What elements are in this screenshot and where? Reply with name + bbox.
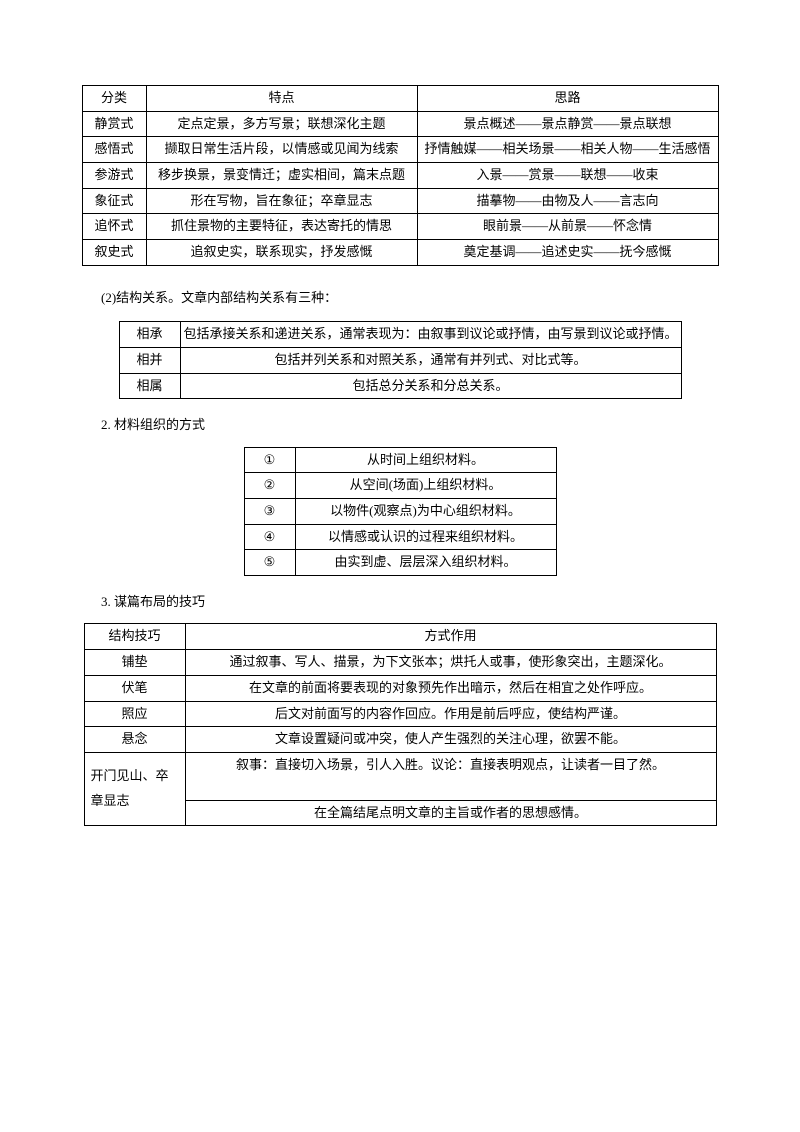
cell: 开门见山、卒章显志 [84,752,185,825]
structure-relation-table: 相承 包括承接关系和递进关系，通常表现为：由叙事到议论或抒情，由写景到议论或抒情… [119,321,682,399]
cell: ④ [244,524,295,550]
table-row: 相承 包括承接关系和递进关系，通常表现为：由叙事到议论或抒情，由写景到议论或抒情… [119,322,681,348]
table-row: 感悟式 撷取日常生活片段，以情感或见闻为线索 抒情触媒——相关场景——相关人物—… [82,137,718,163]
header-cell: 特点 [146,86,417,112]
cell: 参游式 [82,163,146,189]
cell: ③ [244,499,295,525]
table-row: ① 从时间上组织材料。 [244,447,556,473]
header-cell: 思路 [417,86,718,112]
cell: 铺垫 [84,650,185,676]
cell: 静赏式 [82,111,146,137]
cell: 叙史式 [82,240,146,266]
structure-paragraph: (2)结构关系。文章内部结构关系有三种： [75,286,725,309]
cell: 以情感或认识的过程来组织材料。 [295,524,556,550]
material-organization-table: ① 从时间上组织材料。 ② 从空间(场面)上组织材料。 ③ 以物件(观察点)为中… [244,447,557,576]
cell: 定点定景，多方写景；联想深化主题 [146,111,417,137]
table-row: 悬念 文章设置疑问或冲突，使人产生强烈的关注心理，欲罢不能。 [84,727,716,753]
table-row: 静赏式 定点定景，多方写景；联想深化主题 景点概述——景点静赏——景点联想 [82,111,718,137]
cell: 相并 [119,347,180,373]
cell: 伏笔 [84,675,185,701]
cell: 形在写物，旨在象征；卒章显志 [146,188,417,214]
cell: 通过叙事、写人、描景，为下文张本；烘托人或事，使形象突出，主题深化。 [185,650,716,676]
cell: 悬念 [84,727,185,753]
cell: 感悟式 [82,137,146,163]
cell: 包括承接关系和递进关系，通常表现为：由叙事到议论或抒情，由写景到议论或抒情。 [180,322,681,348]
cell: 以物件(观察点)为中心组织材料。 [295,499,556,525]
cell: ① [244,447,295,473]
table-row: 铺垫 通过叙事、写人、描景，为下文张本；烘托人或事，使形象突出，主题深化。 [84,650,716,676]
cell [185,778,716,801]
cell: 从空间(场面)上组织材料。 [295,473,556,499]
table-row: 相并 包括并列关系和对照关系，通常有并列式、对比式等。 [119,347,681,373]
cell: 景点概述——景点静赏——景点联想 [417,111,718,137]
classification-table: 分类 特点 思路 静赏式 定点定景，多方写景；联想深化主题 景点概述——景点静赏… [82,85,719,266]
cell: 相承 [119,322,180,348]
header-cell: 方式作用 [185,624,716,650]
cell: 入景——赏景——联想——收束 [417,163,718,189]
cell: 照应 [84,701,185,727]
table-row: 伏笔 在文章的前面将要表现的对象预先作出暗示，然后在相宜之处作呼应。 [84,675,716,701]
cell: 相属 [119,373,180,399]
cell: 抓住景物的主要特征，表达寄托的情思 [146,214,417,240]
layout-technique-table: 结构技巧 方式作用 铺垫 通过叙事、写人、描景，为下文张本；烘托人或事，使形象突… [84,623,717,826]
cell: 包括总分关系和分总关系。 [180,373,681,399]
layout-heading: 3. 谋篇布局的技巧 [75,590,725,613]
cell: 撷取日常生活片段，以情感或见闻为线索 [146,137,417,163]
cell: 奠定基调——追述史实——抚今感慨 [417,240,718,266]
cell: ② [244,473,295,499]
cell: 描摹物——由物及人——言志向 [417,188,718,214]
header-cell: 结构技巧 [84,624,185,650]
table-row: 参游式 移步换景，景变情迁；虚实相间，篇末点题 入景——赏景——联想——收束 [82,163,718,189]
cell: 由实到虚、层层深入组织材料。 [295,550,556,576]
table-row: 结构技巧 方式作用 [84,624,716,650]
cell: 移步换景，景变情迁；虚实相间，篇末点题 [146,163,417,189]
cell: 抒情触媒——相关场景——相关人物——生活感悟 [417,137,718,163]
cell: 在全篇结尾点明文章的主旨或作者的思想感情。 [185,800,716,826]
cell: ⑤ [244,550,295,576]
cell: 后文对前面写的内容作回应。作用是前后呼应，使结构严谨。 [185,701,716,727]
cell: 追怀式 [82,214,146,240]
table-row: 开门见山、卒章显志 叙事：直接切入场景，引人入胜。议论：直接表明观点，让读者一目… [84,752,716,777]
cell: 包括并列关系和对照关系，通常有并列式、对比式等。 [180,347,681,373]
table-row: 叙史式 追叙史实，联系现实，抒发感慨 奠定基调——追述史实——抚今感慨 [82,240,718,266]
table-row: 照应 后文对前面写的内容作回应。作用是前后呼应，使结构严谨。 [84,701,716,727]
table-row: ④ 以情感或认识的过程来组织材料。 [244,524,556,550]
table-row: ⑤ 由实到虚、层层深入组织材料。 [244,550,556,576]
table-row: ② 从空间(场面)上组织材料。 [244,473,556,499]
cell: 象征式 [82,188,146,214]
cell: 叙事：直接切入场景，引人入胜。议论：直接表明观点，让读者一目了然。 [185,752,716,777]
table-row: 追怀式 抓住景物的主要特征，表达寄托的情思 眼前景——从前景——怀念情 [82,214,718,240]
table-row: ③ 以物件(观察点)为中心组织材料。 [244,499,556,525]
cell: 从时间上组织材料。 [295,447,556,473]
header-cell: 分类 [82,86,146,112]
cell: 在文章的前面将要表现的对象预先作出暗示，然后在相宜之处作呼应。 [185,675,716,701]
cell: 文章设置疑问或冲突，使人产生强烈的关注心理，欲罢不能。 [185,727,716,753]
table-row: 分类 特点 思路 [82,86,718,112]
cell: 眼前景——从前景——怀念情 [417,214,718,240]
material-heading: 2. 材料组织的方式 [75,413,725,436]
cell: 追叙史实，联系现实，抒发感慨 [146,240,417,266]
table-row: 象征式 形在写物，旨在象征；卒章显志 描摹物——由物及人——言志向 [82,188,718,214]
table-row: 相属 包括总分关系和分总关系。 [119,373,681,399]
